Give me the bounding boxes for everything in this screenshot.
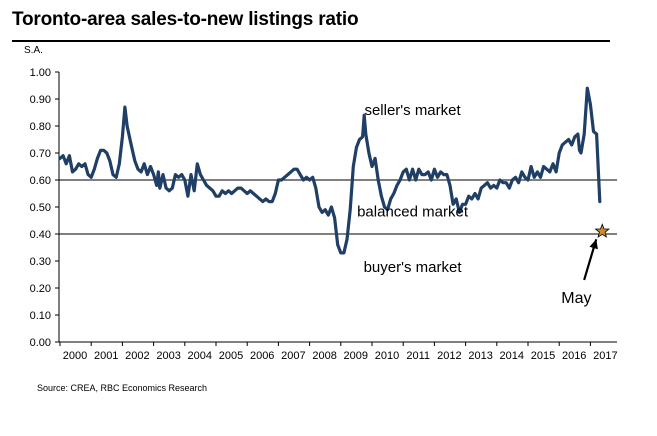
x-tick-label: 2013 [468, 350, 492, 362]
x-tick-label: 2006 [250, 350, 274, 362]
y-tick-label: 0.20 [30, 283, 51, 295]
annotation-label: balanced market [357, 203, 469, 220]
x-tick-label: 2005 [219, 350, 243, 362]
y-tick-label: 0.60 [30, 175, 51, 187]
x-tick-label: 2012 [437, 350, 461, 362]
x-tick-label: 2001 [94, 350, 118, 362]
x-tick-label: 2017 [593, 350, 617, 362]
y-tick-label: 0.50 [30, 202, 51, 214]
series-line [58, 86, 602, 255]
y-tick-label: 0.80 [30, 121, 51, 133]
x-tick-label: 2008 [312, 350, 336, 362]
x-axis-ticks: 2000 2001 2002 2003 2004 2005 2006 2007 2008 2009… [59, 342, 618, 362]
x-tick-label: 2007 [281, 350, 305, 362]
y-tick-label: 1.00 [30, 67, 51, 79]
annotation-label: seller's market [364, 102, 461, 119]
annotation-label: May [561, 290, 591, 307]
y-axis-ticks: 0.00 0.10 0.20 0.30 0.40 0.50 0.60 0.70 0.80 0.90… [30, 67, 59, 349]
source-note: Source: CREA, RBC Economics Research [37, 383, 208, 393]
y-tick-label: 0.90 [30, 94, 51, 106]
y-tick-label: 0.10 [30, 310, 51, 322]
chart-title: Toronto-area sales-to-new listings ratio [12, 9, 359, 30]
may-star-marker [594, 223, 610, 238]
x-tick-label: 2003 [156, 350, 180, 362]
x-tick-label: 2002 [125, 350, 149, 362]
y-axis-unit-label: S.A. [24, 45, 43, 56]
x-tick-label: 2011 [406, 350, 430, 362]
title-underline [12, 40, 610, 42]
x-tick-label: 2010 [375, 350, 399, 362]
axes [58, 72, 617, 343]
market-annotations: seller's market balanced market buyer's ma… [357, 102, 591, 307]
x-tick-label: 2000 [63, 350, 87, 362]
y-tick-label: 0.40 [30, 229, 51, 241]
x-tick-label: 2014 [500, 350, 524, 362]
reference-lines [59, 179, 617, 235]
may-arrow-head [589, 239, 598, 250]
y-tick-label: 0.00 [30, 337, 51, 349]
x-tick-label: 2004 [188, 350, 212, 362]
annotation-label: buyer's market [364, 259, 463, 276]
x-tick-label: 2015 [531, 350, 555, 362]
x-tick-label: 2009 [344, 350, 368, 362]
may-arrow-annotation [583, 223, 610, 281]
y-tick-label: 0.70 [30, 148, 51, 160]
y-tick-label: 0.30 [30, 256, 51, 268]
x-tick-label: 2016 [562, 350, 586, 362]
